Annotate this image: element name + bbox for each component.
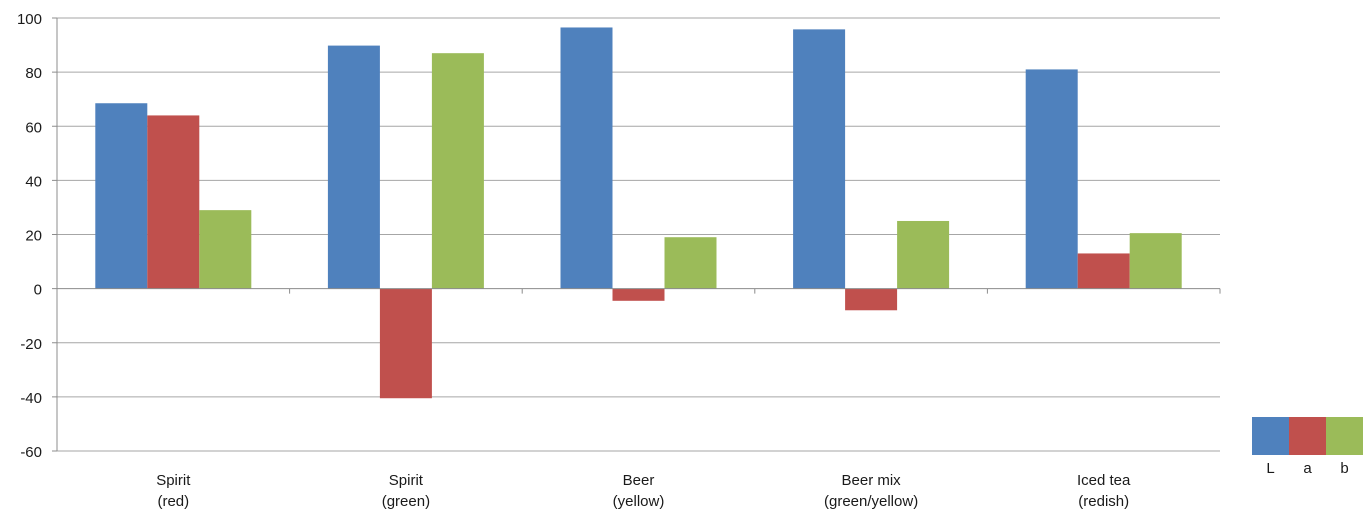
x-category-label: Beer mix (green/yellow): [824, 472, 918, 510]
x-category-label: Spirit (red): [156, 472, 191, 510]
y-tick-label: 40: [25, 173, 42, 190]
x-category-label: Spirit (green): [382, 472, 430, 510]
y-tick-label: 80: [25, 65, 42, 82]
y-tick-label: 20: [25, 228, 42, 245]
y-tick-label: 60: [25, 119, 42, 136]
bar-L-1: [327, 45, 380, 289]
bar-a-0: [147, 115, 200, 289]
legend-label-L: L: [1266, 460, 1274, 477]
bar-b-3: [897, 220, 950, 289]
bar-L-3: [793, 29, 846, 289]
legend-label-a: a: [1303, 460, 1312, 477]
axes: [52, 17, 1221, 452]
bar-b-2: [664, 237, 717, 289]
bars: [95, 27, 1182, 399]
y-tick-label: -20: [20, 336, 42, 353]
legend-swatch-a: [1289, 417, 1326, 455]
legend-label-b: b: [1340, 460, 1348, 477]
bar-L-4: [1025, 69, 1078, 289]
legend-swatch-L: [1252, 417, 1289, 455]
y-tick-label: -60: [20, 444, 42, 461]
x-axis-category-labels: Spirit (red) Spirit (green) Beer (yellow) Beer…: [156, 472, 1131, 510]
bar-a-2: [612, 288, 665, 301]
bar-b-4: [1129, 233, 1182, 289]
bar-L-0: [95, 103, 148, 289]
bar-b-0: [199, 210, 252, 289]
bar-b-1: [431, 53, 484, 289]
bar-a-4: [1077, 253, 1130, 289]
y-tick-label: -40: [20, 390, 42, 407]
y-tick-label: 100: [17, 11, 42, 28]
y-tick-label: 0: [34, 282, 42, 299]
y-axis-tick-labels: 100 80 60 40 20 0 -20 -40 -60: [17, 11, 42, 461]
x-category-label: Beer (yellow): [613, 472, 665, 510]
x-category-label: Iced tea (redish): [1077, 472, 1131, 510]
legend-swatch-b: [1326, 417, 1363, 455]
bar-a-3: [845, 288, 898, 311]
bar-L-2: [560, 27, 613, 289]
bar-a-1: [379, 288, 432, 399]
